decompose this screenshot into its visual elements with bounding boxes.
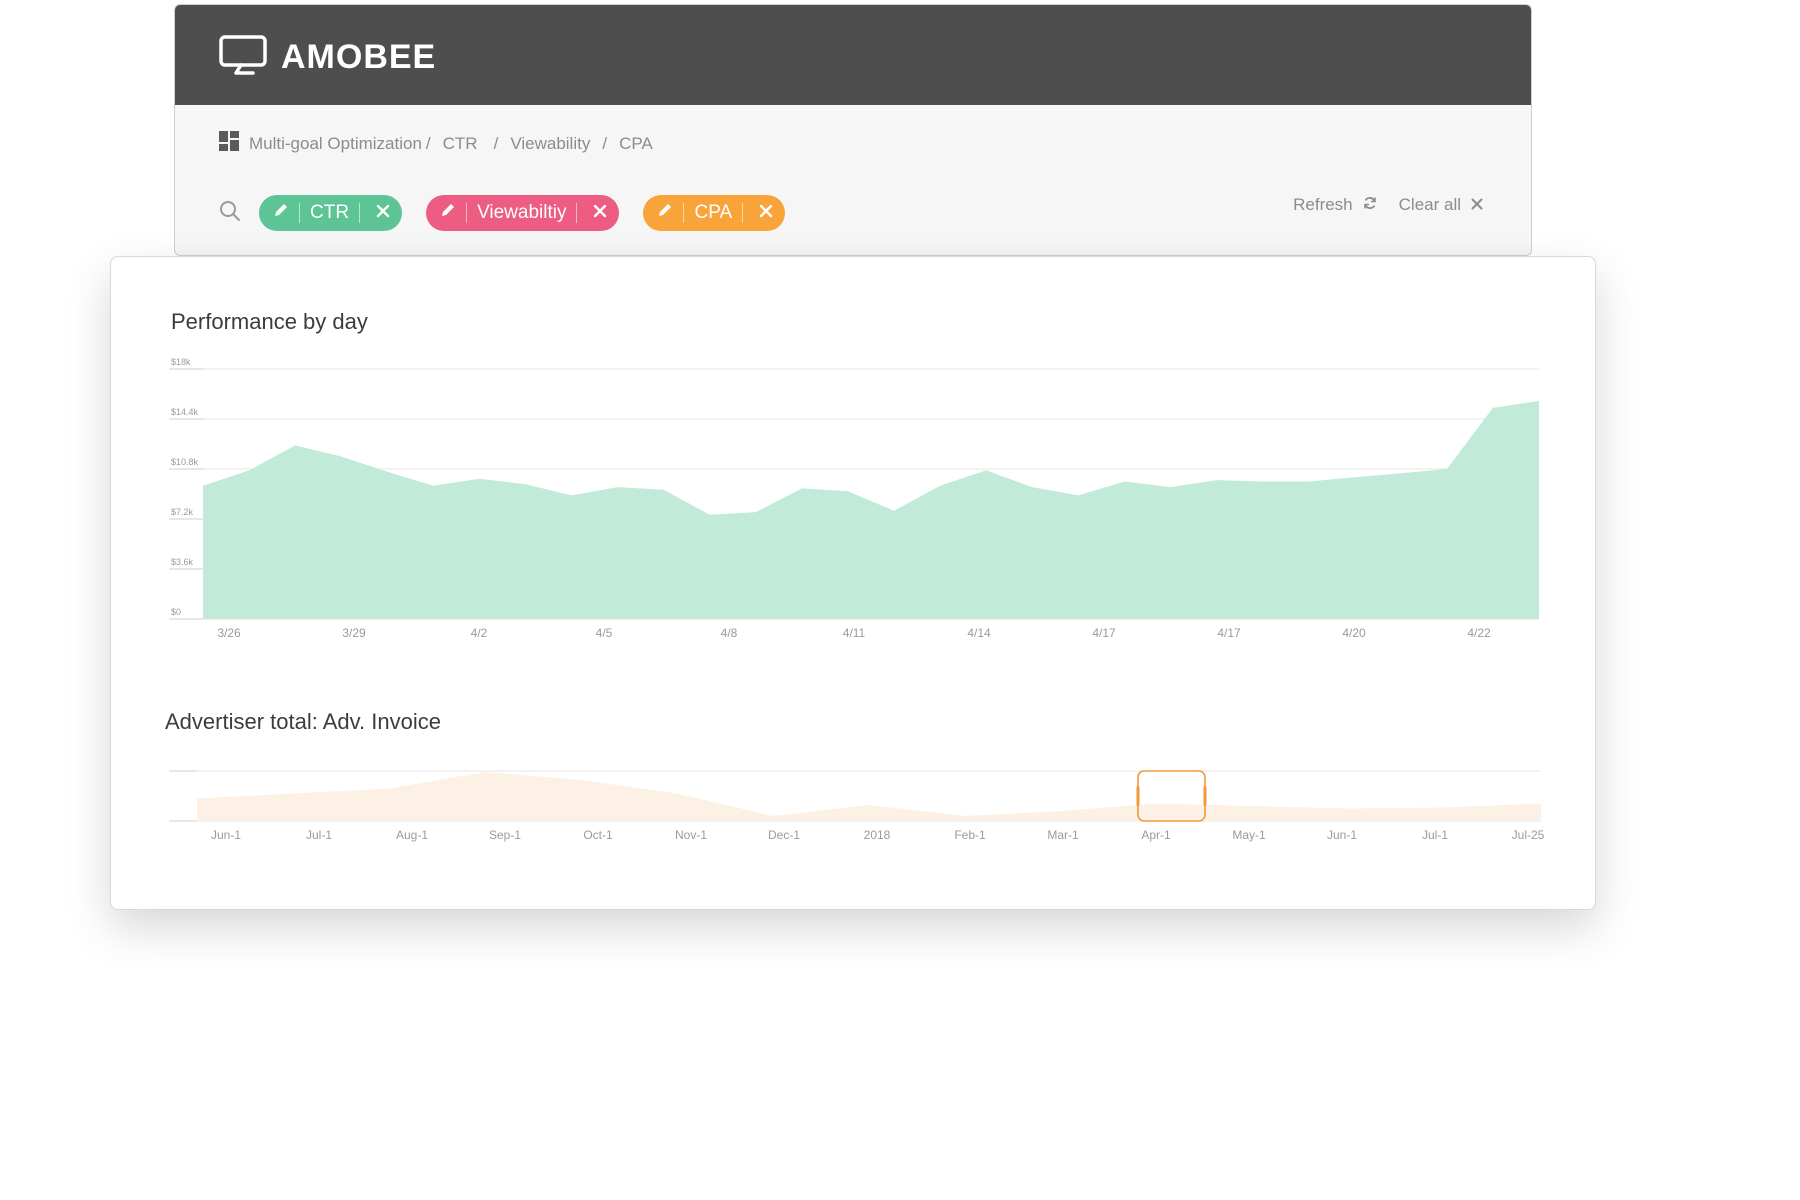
y-tick-label: $0 <box>171 607 181 617</box>
chart-title-performance: Performance by day <box>171 309 368 334</box>
x-tick-label: Aug-1 <box>396 828 428 842</box>
refresh-icon <box>1353 195 1377 215</box>
range-handle-right[interactable] <box>1203 786 1207 806</box>
performance-chart: $0 $3.6k $7.2k $10.8k $14.4k $18k 3/26 3/29 4/2 4… <box>169 357 1540 640</box>
breadcrumb-item-viewability[interactable]: Viewability <box>510 133 591 153</box>
breadcrumb-separator: / <box>602 133 608 153</box>
advertiser-area <box>197 772 1541 821</box>
chip-divider <box>466 203 468 223</box>
performance-area <box>203 400 1539 619</box>
x-tick-label: Feb-1 <box>954 828 986 842</box>
x-tick-label: Jun-1 <box>211 828 241 842</box>
breadcrumb-item-multi-goal[interactable]: Multi-goal Optimization <box>249 133 422 153</box>
pencil-icon[interactable] <box>657 202 673 224</box>
y-tick-label: $18k <box>171 357 191 367</box>
breadcrumb-separator: / <box>493 133 499 153</box>
x-tick-label: Jul-1 <box>306 828 332 842</box>
y-tick-label: $3.6k <box>171 557 194 567</box>
filter-chip-ctr[interactable]: CTR <box>259 195 403 231</box>
filter-actions: Refresh Clear all <box>1293 195 1483 215</box>
x-tick-label: 3/29 <box>342 626 366 640</box>
breadcrumb-item-cpa[interactable]: CPA <box>619 133 653 153</box>
chip-label: CTR <box>310 202 350 223</box>
chip-divider <box>683 203 685 223</box>
clear-all-button[interactable]: Clear all <box>1399 195 1483 215</box>
close-icon <box>1461 195 1483 215</box>
performance-card: Performance by day $0 $3.6k $7.2k $10.8k $14… <box>110 256 1596 910</box>
x-tick-label: 4/14 <box>967 626 991 640</box>
monitor-logo-icon <box>219 35 267 80</box>
x-tick-label: 4/2 <box>471 626 488 640</box>
x-tick-label: Dec-1 <box>768 828 800 842</box>
x-tick-label: Jul-1 <box>1422 828 1448 842</box>
x-tick-label: Apr-1 <box>1141 828 1171 842</box>
chip-divider <box>576 203 578 223</box>
brand[interactable]: AMOBEE <box>219 35 436 80</box>
y-tick-label: $14.4k <box>171 407 199 417</box>
chip-divider <box>359 203 361 223</box>
x-tick-label: Oct-1 <box>583 828 613 842</box>
refresh-button[interactable]: Refresh <box>1293 195 1377 215</box>
pencil-icon[interactable] <box>273 202 289 224</box>
pencil-icon[interactable] <box>440 202 456 224</box>
chart-title-advertiser: Advertiser total: Adv. Invoice <box>165 709 441 734</box>
chip-divider <box>742 203 744 223</box>
close-icon[interactable] <box>370 202 390 224</box>
filter-chip-viewability[interactable]: Viewabiltiy <box>426 195 620 231</box>
x-tick-label: 3/26 <box>217 626 241 640</box>
dashboard-grid-icon <box>219 131 249 156</box>
breadcrumb-item-ctr[interactable]: CTR <box>442 133 478 153</box>
filter-chip-cpa[interactable]: CPA <box>643 195 786 231</box>
x-tick-label: 2018 <box>864 828 891 842</box>
x-tick-label: 4/5 <box>596 626 613 640</box>
y-tick-label: $10.8k <box>171 457 199 467</box>
x-tick-label: Mar-1 <box>1047 828 1079 842</box>
x-tick-label: Sep-1 <box>489 828 521 842</box>
x-tick-label: May-1 <box>1232 828 1266 842</box>
y-tick-label: $7.2k <box>171 507 194 517</box>
chip-divider <box>299 203 300 223</box>
x-tick-label: Jun-1 <box>1327 828 1357 842</box>
refresh-label: Refresh <box>1293 195 1353 214</box>
x-tick-label: 4/8 <box>721 626 738 640</box>
x-tick-label: 4/20 <box>1342 626 1366 640</box>
chip-label: CPA <box>694 202 733 223</box>
x-tick-label: 4/22 <box>1467 626 1491 640</box>
chip-label: Viewabiltiy <box>477 202 567 223</box>
x-tick-label: Nov-1 <box>675 828 707 842</box>
breadcrumb-separator: / <box>425 133 431 153</box>
x-tick-label: 4/17 <box>1092 626 1116 640</box>
top-bar: AMOBEE <box>175 5 1531 105</box>
close-icon[interactable] <box>587 202 607 224</box>
breadcrumb: Multi-goal Optimization / CTR / Viewabil… <box>219 131 653 156</box>
clear-all-label: Clear all <box>1398 195 1461 214</box>
close-icon[interactable] <box>753 202 773 224</box>
range-handle-left[interactable] <box>1136 786 1140 806</box>
brand-name: AMOBEE <box>281 38 437 76</box>
x-tick-label: Jul-25 <box>1512 828 1545 842</box>
x-tick-label: 4/17 <box>1217 626 1241 640</box>
advertiser-chart: Jun-1 Jul-1 Aug-1 Sep-1 Oct-1 Nov-1 Dec-1 2018 F… <box>169 770 1545 842</box>
x-tick-label: 4/11 <box>843 626 866 640</box>
filter-bar: CTR Viewabiltiy CPA <box>219 195 809 231</box>
app-window: AMOBEE Multi-goal Optimization / CTR / V… <box>174 4 1532 256</box>
search-icon[interactable] <box>219 200 259 227</box>
